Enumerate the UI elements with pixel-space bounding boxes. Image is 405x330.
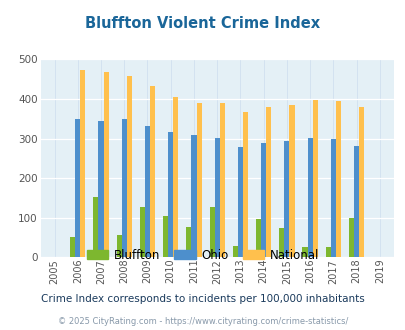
Bar [330, 139, 335, 257]
Text: Crime Index corresponds to incidents per 100,000 inhabitants: Crime Index corresponds to incidents per… [41, 294, 364, 304]
Bar [243, 112, 247, 257]
Bar [209, 207, 214, 257]
Bar [266, 107, 271, 257]
Bar [163, 216, 168, 257]
Bar [307, 138, 312, 257]
Bar [302, 247, 307, 257]
Bar [145, 125, 150, 257]
Bar [256, 219, 260, 257]
Bar [312, 100, 317, 257]
Bar [237, 147, 243, 257]
Text: Bluffton Violent Crime Index: Bluffton Violent Crime Index [85, 16, 320, 31]
Bar [173, 97, 178, 257]
Bar [289, 105, 294, 257]
Bar [70, 237, 75, 257]
Bar [75, 119, 80, 257]
Bar [279, 228, 284, 257]
Bar [196, 103, 201, 257]
Bar [98, 121, 103, 257]
Text: © 2025 CityRating.com - https://www.cityrating.com/crime-statistics/: © 2025 CityRating.com - https://www.city… [58, 317, 347, 326]
Bar [122, 119, 126, 257]
Bar [103, 73, 109, 257]
Bar [80, 70, 85, 257]
Bar [126, 77, 132, 257]
Bar [186, 226, 191, 257]
Bar [284, 141, 289, 257]
Bar [191, 135, 196, 257]
Bar [219, 103, 224, 257]
Bar [139, 207, 145, 257]
Bar [116, 235, 121, 257]
Bar [150, 86, 155, 257]
Bar [168, 132, 173, 257]
Bar [260, 143, 266, 257]
Bar [358, 107, 363, 257]
Bar [353, 146, 358, 257]
Legend: Bluffton, Ohio, National: Bluffton, Ohio, National [82, 244, 323, 266]
Bar [214, 138, 219, 257]
Bar [325, 247, 330, 257]
Bar [335, 101, 340, 257]
Bar [348, 218, 353, 257]
Bar [232, 246, 237, 257]
Bar [93, 197, 98, 257]
